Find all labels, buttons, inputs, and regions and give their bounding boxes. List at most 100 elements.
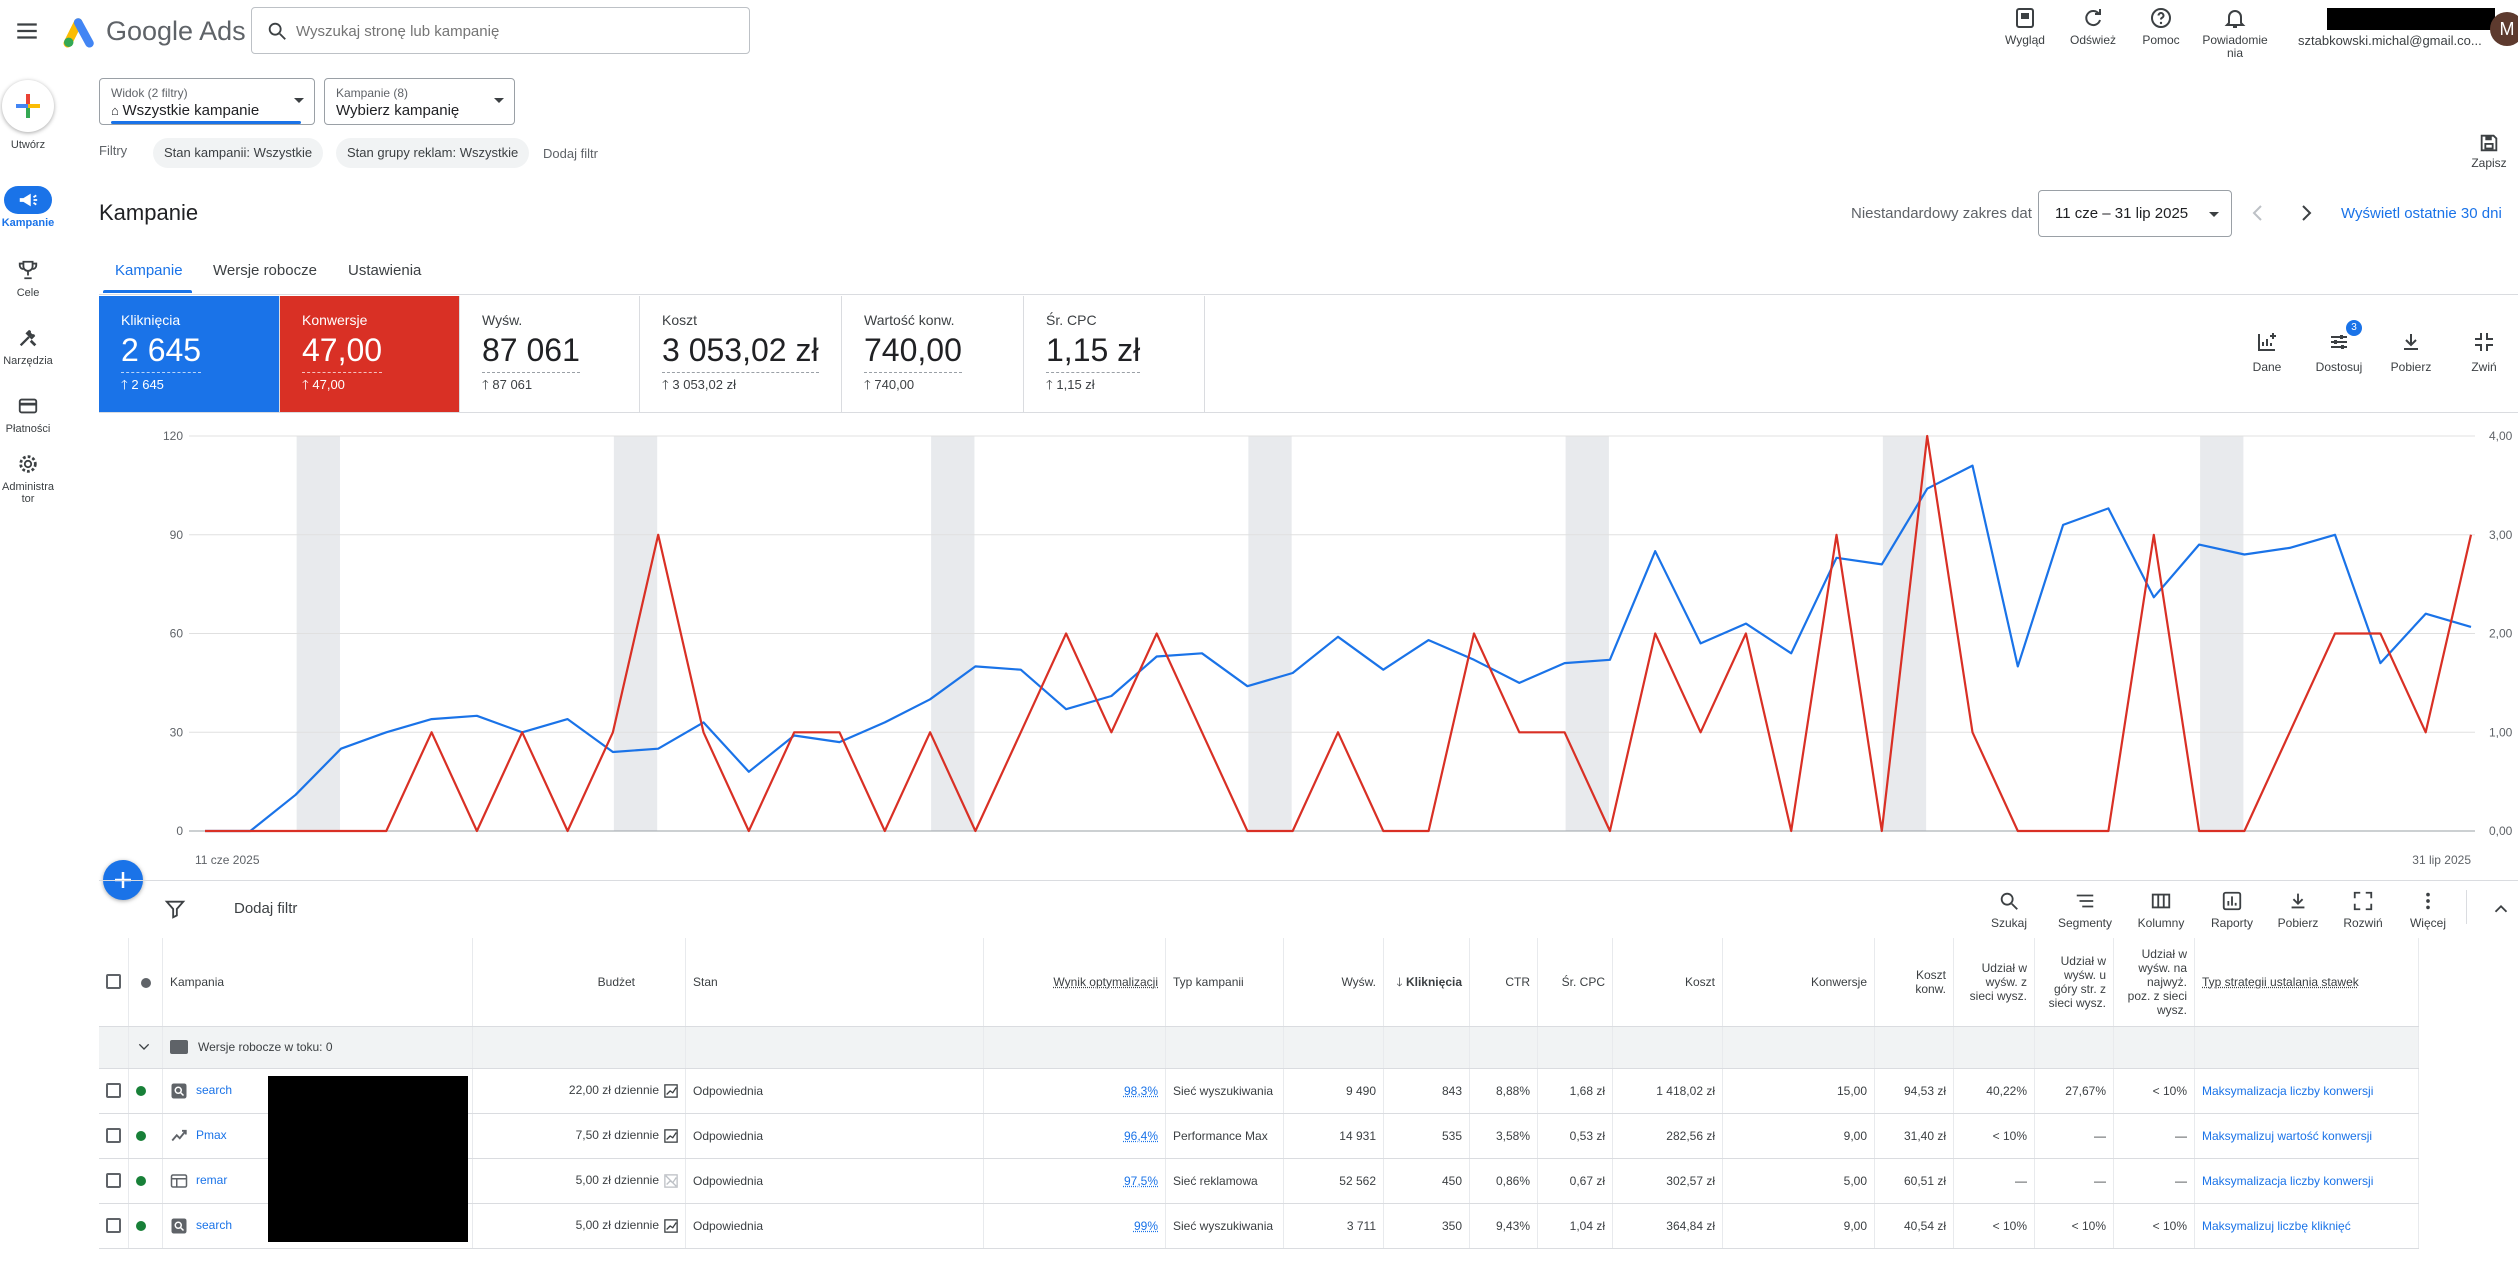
refresh-button[interactable]: Odśwież — [2053, 6, 2133, 47]
create-button[interactable] — [2, 80, 54, 132]
bid-strategy-link[interactable]: Maksymalizacja liczby konwersji — [2202, 1083, 2374, 1098]
col-campaign-type[interactable]: Typ kampanii — [1165, 938, 1284, 1027]
metric-card-conversions[interactable]: Konwersje 47,00 🡑 47,00 — [280, 296, 460, 412]
col-impressions[interactable]: Wyśw. — [1283, 938, 1384, 1027]
row-status-cell — [128, 1068, 163, 1114]
enabled-status-dot[interactable] — [136, 1176, 146, 1187]
hamburger-menu-icon[interactable] — [14, 18, 40, 44]
search-box[interactable] — [251, 7, 750, 54]
avatar[interactable]: M — [2490, 12, 2518, 46]
col-status[interactable]: Stan — [685, 938, 984, 1027]
col-campaign[interactable]: Kampania — [162, 938, 473, 1027]
campaign-name-link[interactable]: Pmax — [196, 1127, 227, 1142]
campaign-name-link[interactable]: remar — [196, 1172, 228, 1187]
chevron-right-icon[interactable] — [2294, 201, 2318, 225]
metric-card-avg-cpc[interactable]: Śr. CPC 1,15 zł 🡑 1,15 zł — [1024, 296, 1205, 412]
optimization-score-link[interactable]: 96,4% — [1123, 1128, 1158, 1143]
filter-chip-campaign-status[interactable]: Stan kampanii: Wszystkie — [153, 138, 324, 168]
nav-item-billing[interactable]: Płatności — [0, 392, 56, 435]
col-conversions[interactable]: Konwersje — [1722, 938, 1875, 1027]
nav-item-campaigns[interactable]: Kampanie — [0, 186, 56, 229]
segments-button[interactable]: Segmenty — [2050, 890, 2120, 930]
campaign-name-link[interactable]: search — [196, 1217, 233, 1232]
reports-button[interactable]: Raporty — [2197, 890, 2267, 930]
col-cost-per-conv[interactable]: Koszt konw. — [1874, 938, 1954, 1027]
metric-card-clicks[interactable]: Kliknięcia 2 645 🡑 2 645 — [99, 296, 280, 412]
chart-data-button[interactable]: Dane — [2237, 330, 2297, 374]
col-optimization[interactable]: Wynik optymalizacji — [983, 938, 1166, 1027]
appearance-button[interactable]: Wygląd — [1985, 6, 2065, 47]
nav-item-goals[interactable]: Cele — [0, 256, 56, 299]
col-budget[interactable]: Budżet — [472, 938, 686, 1027]
budget-chart-icon[interactable] — [664, 1129, 678, 1143]
col-cost[interactable]: Koszt — [1612, 938, 1723, 1027]
nav-item-tools[interactable]: Narzędzia — [0, 324, 56, 367]
help-button[interactable]: Pomoc — [2121, 6, 2201, 47]
table-search-button[interactable]: Szukaj — [1974, 890, 2044, 930]
metric-card-cost[interactable]: Koszt 3 053,02 zł 🡑 3 053,02 zł — [640, 296, 842, 412]
tab-settings[interactable]: Ustawienia — [348, 262, 422, 279]
col-search-abs-top-is[interactable]: Udział w wyśw. na najwyż. poz. z sieci w… — [2113, 938, 2195, 1027]
metric-card-impressions[interactable]: Wyśw. 87 061 🡑 87 061 — [460, 296, 640, 412]
table-add-filter[interactable]: Dodaj filtr — [234, 900, 298, 917]
table-row[interactable]: search 22,00 zł dziennie Odpowiednia 98,… — [99, 1068, 2419, 1114]
metric-value: 87 061 — [482, 332, 580, 373]
search-abs-top-is-cell: < 10% — [2113, 1203, 2195, 1249]
create-label-item[interactable]: Utwórz — [0, 136, 56, 151]
col-clicks[interactable]: 🡓 Kliknięcia — [1383, 938, 1470, 1027]
filter-icon[interactable] — [164, 898, 186, 920]
filter-chip-adgroup-status[interactable]: Stan grupy reklam: Wszystkie — [336, 138, 530, 168]
col-search-top-is[interactable]: Udział w wyśw. u góry str. z sieci wysz. — [2034, 938, 2114, 1027]
notifications-button[interactable]: Powiadomie nia — [2195, 6, 2275, 60]
tab-campaigns[interactable]: Kampanie — [115, 262, 183, 279]
search-input[interactable] — [296, 18, 736, 44]
col-avg-cpc[interactable]: Śr. CPC — [1537, 938, 1613, 1027]
date-range-picker[interactable]: 11 cze – 31 lip 2025 — [2038, 190, 2232, 237]
more-button[interactable]: Więcej — [2393, 890, 2463, 930]
row-checkbox[interactable] — [106, 1083, 121, 1099]
metric-value: 740,00 — [864, 332, 962, 373]
select-all-checkbox[interactable] — [106, 974, 121, 990]
columns-button[interactable]: Kolumny — [2126, 890, 2196, 930]
last-30-days-link[interactable]: Wyświetl ostatnie 30 dni — [2341, 205, 2502, 222]
bid-strategy-link[interactable]: Maksymalizuj liczbę kliknięć — [2202, 1218, 2351, 1233]
campaign-selector[interactable]: Kampanie (8) Wybierz kampanię — [324, 78, 515, 125]
chart-customize-button[interactable]: Dostosuj — [2309, 330, 2369, 374]
bid-strategy-link[interactable]: Maksymalizuj wartość konwersji — [2202, 1128, 2373, 1143]
bid-strategy-link[interactable]: Maksymalizacja liczby konwersji — [2202, 1173, 2374, 1188]
status-filter-dot[interactable] — [140, 977, 151, 988]
chevron-left-icon[interactable] — [2246, 201, 2270, 225]
optimization-score-link[interactable]: 98,3% — [1123, 1083, 1158, 1098]
chevron-up-icon[interactable] — [2490, 898, 2512, 920]
expand-button[interactable]: Rozwiń — [2328, 890, 2398, 930]
enabled-status-dot[interactable] — [136, 1131, 146, 1142]
row-checkbox[interactable] — [106, 1173, 121, 1189]
budget-chart-icon[interactable] — [664, 1219, 678, 1233]
chart-download-button[interactable]: Pobierz — [2381, 330, 2441, 374]
col-bid-strategy[interactable]: Typ strategii ustalania stawek — [2194, 938, 2419, 1027]
search-campaign-icon — [171, 1083, 187, 1098]
optimization-score-link[interactable]: 99% — [1133, 1218, 1158, 1233]
redacted-campaign-names — [268, 1076, 468, 1242]
add-filter-link[interactable]: Dodaj filtr — [543, 146, 598, 161]
view-selector[interactable]: Widok (2 filtry) ⌂ Wszystkie kampanie — [99, 78, 315, 125]
metric-card-conv-value[interactable]: Wartość konw. 740,00 🡑 740,00 — [842, 296, 1024, 412]
chevron-down-icon[interactable] — [136, 1039, 152, 1055]
enabled-status-dot[interactable] — [136, 1221, 146, 1232]
budget-chart-icon[interactable] — [664, 1084, 678, 1098]
row-checkbox[interactable] — [106, 1218, 121, 1234]
table-download-button[interactable]: Pobierz — [2263, 890, 2333, 930]
nav-item-admin[interactable]: Administra tor — [0, 450, 56, 505]
tab-drafts[interactable]: Wersje robocze — [213, 262, 317, 279]
col-search-is[interactable]: Udział w wyśw. z sieci wysz. — [1953, 938, 2035, 1027]
chart-collapse-button[interactable]: Zwiń — [2454, 330, 2514, 374]
drafts-group-row[interactable]: Wersje robocze w toku: 0 — [99, 1026, 2419, 1069]
row-checkbox[interactable] — [106, 1128, 121, 1144]
enabled-status-dot[interactable] — [136, 1086, 146, 1097]
col-ctr[interactable]: CTR — [1469, 938, 1538, 1027]
optimization-score-link[interactable]: 97,5% — [1123, 1173, 1158, 1188]
campaign-name-link[interactable]: search — [196, 1082, 233, 1097]
metric-title: Wartość konw. — [864, 312, 955, 328]
save-button[interactable]: Zapisz — [2465, 132, 2513, 170]
account-email[interactable]: sztabkowski.michal@gmail.co... — [2298, 33, 2482, 48]
